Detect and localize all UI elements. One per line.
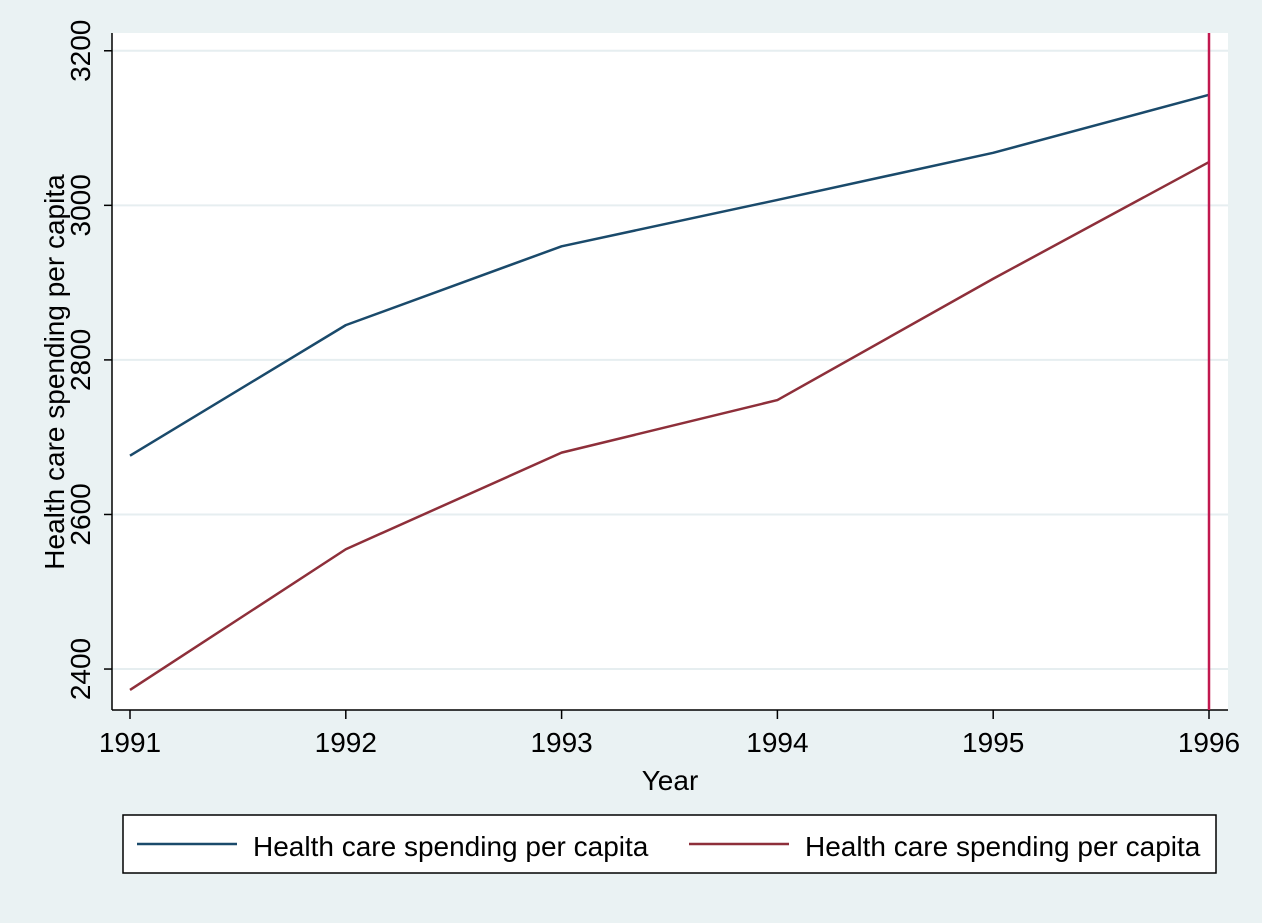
y-tick-label: 2400 — [65, 638, 96, 700]
legend: Health care spending per capita Health c… — [123, 815, 1216, 873]
x-tick-label: 1996 — [1178, 727, 1240, 758]
x-tick-label: 1992 — [315, 727, 377, 758]
y-tick-label: 3200 — [65, 20, 96, 82]
x-tick-label: 1995 — [962, 727, 1024, 758]
legend-label-series-1: Health care spending per capita — [253, 831, 649, 862]
y-axis-title: Health care spending per capita — [39, 174, 70, 570]
x-tick-label: 1991 — [99, 727, 161, 758]
legend-label-series-2: Health care spending per capita — [805, 831, 1201, 862]
x-tick-label: 1993 — [530, 727, 592, 758]
x-axis-ticks: 1991 1992 1993 1994 1995 1996 — [99, 710, 1240, 758]
x-axis-title: Year — [642, 765, 699, 796]
x-tick-label: 1994 — [746, 727, 808, 758]
